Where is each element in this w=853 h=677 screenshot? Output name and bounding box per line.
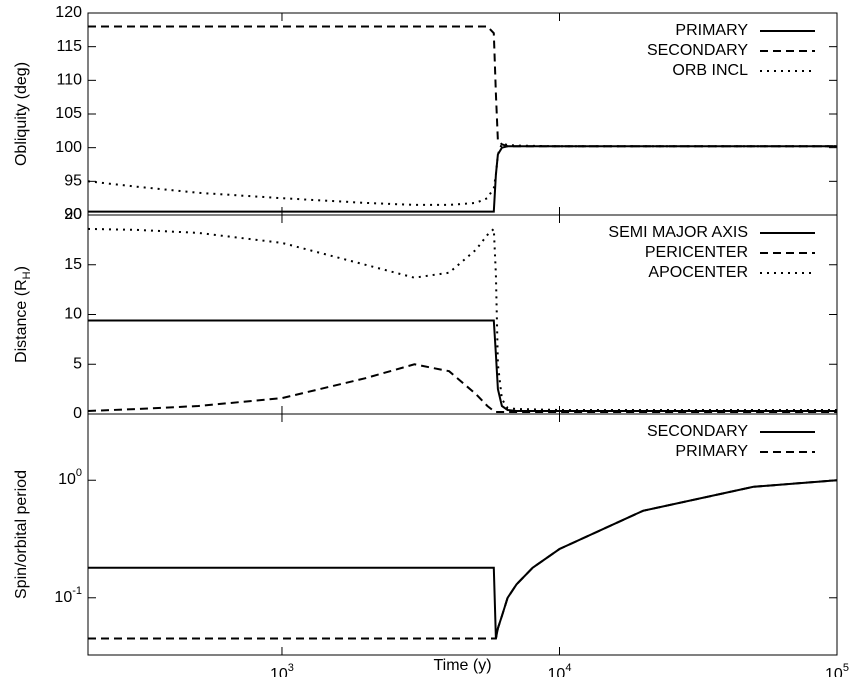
series-line <box>88 319 837 412</box>
tick-base: 10 <box>825 666 843 677</box>
series-line <box>88 145 837 213</box>
tick-label: 103 <box>270 662 294 677</box>
tick-label: 15 <box>64 256 82 273</box>
tick-label: 10 <box>64 306 82 323</box>
y-axis-label: Obliquity (deg) <box>13 62 30 166</box>
tick-label: 105 <box>825 662 849 677</box>
legend-label: PRIMARY <box>675 22 748 39</box>
legend-label: SECONDARY <box>647 423 748 440</box>
series-line <box>88 479 838 640</box>
series-line <box>88 25 837 148</box>
series-line <box>88 479 838 639</box>
legend-label: PERICENTER <box>645 244 748 261</box>
tick-exponent: 4 <box>565 662 571 674</box>
tick-exponent: -1 <box>72 585 82 597</box>
label-suffix: ) <box>13 266 30 271</box>
series-line <box>87 142 837 206</box>
tick-exponent: 3 <box>288 662 294 674</box>
y-axis-label: Spin/orbital period <box>13 470 30 599</box>
tick-label: 110 <box>56 72 82 89</box>
tick-label: 10-1 <box>54 585 82 606</box>
label-text: Distance (R <box>13 279 30 363</box>
label-sub: H <box>21 271 33 279</box>
tick-label: 100 <box>58 467 82 488</box>
tick-label: 104 <box>548 662 572 677</box>
tick-label: 5 <box>73 355 82 372</box>
plot-frame <box>87 413 838 656</box>
tick-base: 10 <box>58 471 76 488</box>
legend-label: PRIMARY <box>675 443 748 460</box>
tick-label: 20 <box>64 206 82 223</box>
tick-label: 115 <box>56 38 82 55</box>
y-axis-label: Distance (RH) <box>13 266 33 363</box>
tick-exponent: 5 <box>843 662 849 674</box>
tick-label: 95 <box>64 173 82 190</box>
legend-label: SECONDARY <box>647 42 748 59</box>
legend-label: APOCENTER <box>648 264 748 281</box>
legend-label: SEMI MAJOR AXIS <box>608 224 748 241</box>
tick-label: 120 <box>55 4 82 21</box>
tick-label: 100 <box>55 139 82 156</box>
tick-base: 10 <box>270 666 288 677</box>
tick-base: 10 <box>548 666 566 677</box>
tick-exponent: 0 <box>76 467 82 479</box>
x-axis-label: Time (y) <box>433 657 491 674</box>
tick-label: 105 <box>55 105 82 122</box>
legend-label: ORB INCL <box>672 62 748 79</box>
tick-label: 90 <box>64 206 82 223</box>
tick-base: 10 <box>54 589 72 606</box>
tick-label: 0 <box>73 405 82 422</box>
series-line <box>87 363 837 413</box>
